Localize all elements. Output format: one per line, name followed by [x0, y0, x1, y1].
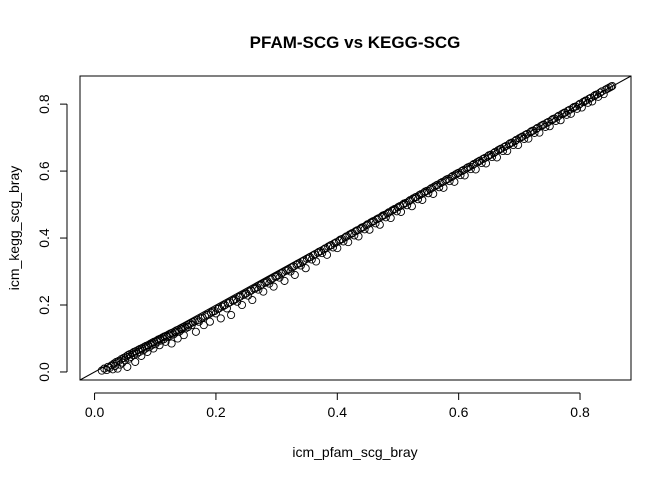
- scatter-point: [199, 321, 208, 330]
- scatter-point: [139, 346, 148, 355]
- scatter-point: [322, 250, 332, 259]
- scatter-point: [137, 351, 146, 360]
- scatter-point: [205, 317, 214, 326]
- scatter-point: [393, 203, 403, 212]
- chart-title: PFAM-SCG vs KEGG-SCG: [250, 33, 461, 52]
- scatter-point: [574, 100, 583, 109]
- scatter-point: [234, 293, 244, 302]
- scatter-point: [259, 287, 268, 296]
- scatter-point: [287, 263, 296, 272]
- scatter-point: [155, 341, 164, 350]
- scatter-point: [227, 310, 236, 320]
- scatter-point: [341, 233, 350, 242]
- scatter-point: [333, 244, 342, 253]
- scatter-point: [563, 106, 572, 115]
- scatter-point: [439, 183, 448, 192]
- scatter-point: [436, 179, 445, 188]
- scatter-point: [269, 282, 278, 291]
- scatter-point: [606, 82, 616, 91]
- scatter-point: [245, 287, 254, 296]
- x-axis-label: icm_pfam_scg_bray: [292, 444, 417, 460]
- scatter-point: [354, 232, 363, 241]
- scatter-point: [298, 257, 307, 266]
- scatter-point: [375, 220, 384, 229]
- scatter-point: [117, 355, 126, 364]
- scatter-point: [266, 275, 275, 284]
- scatter-point: [556, 116, 565, 125]
- scatter-point: [608, 81, 617, 91]
- scatter-point: [191, 327, 200, 336]
- x-tick-label: 0.0: [85, 404, 105, 420]
- scatter-point: [248, 295, 257, 305]
- scatter-point: [545, 122, 554, 131]
- scatter-point: [577, 103, 586, 112]
- y-tick-label: 0.6: [36, 161, 52, 181]
- y-tick-label: 0.4: [36, 228, 52, 248]
- scatter-point: [213, 304, 222, 314]
- scatter-point: [149, 344, 158, 353]
- scatter-point: [594, 92, 603, 101]
- scatter-point: [535, 128, 544, 137]
- scatter-point: [224, 299, 233, 308]
- scatter-point: [383, 209, 392, 218]
- scatter-point: [207, 308, 216, 317]
- scatter-point: [131, 357, 140, 366]
- scatter-point: [418, 195, 427, 204]
- scatter-point: [407, 202, 416, 211]
- scatter-point: [161, 337, 170, 346]
- scatter-point: [143, 347, 152, 356]
- y-axis: 0.0 0.2 0.4 0.6 0.8: [36, 94, 68, 382]
- scatter-point: [566, 109, 575, 118]
- y-tick-label: 0.0: [36, 362, 52, 382]
- x-tick-label: 0.4: [328, 404, 348, 420]
- scatter-point: [301, 264, 310, 273]
- scatter-point: [100, 364, 109, 373]
- scatter-point: [330, 239, 339, 248]
- scatter-point: [180, 322, 189, 331]
- scatter-point: [597, 87, 606, 96]
- scatter-point: [290, 270, 299, 279]
- y-axis-label: icm_kegg_scg_bray: [6, 166, 22, 291]
- x-axis: 0.0 0.2 0.4 0.6 0.8: [85, 392, 590, 420]
- scatter-point: [116, 360, 125, 369]
- scatter-point: [396, 207, 406, 216]
- y-tick-label: 0.2: [36, 295, 52, 315]
- scatter-point: [277, 269, 286, 278]
- scatter-point: [280, 276, 289, 285]
- scatter-point: [97, 366, 106, 375]
- scatter-point: [118, 358, 127, 367]
- points-layer: [97, 81, 617, 375]
- scatter-point: [237, 300, 247, 310]
- scatter-point: [113, 364, 122, 373]
- scatter-point: [489, 148, 498, 158]
- scatter-point: [188, 318, 197, 327]
- x-tick-label: 0.2: [206, 404, 226, 420]
- x-tick-label: 0.8: [570, 404, 590, 420]
- plot-frame: [79, 75, 632, 381]
- scatter-point: [312, 257, 321, 266]
- scatter-point: [216, 314, 225, 323]
- scatter-point: [167, 339, 176, 348]
- scatter-point: [457, 167, 466, 176]
- y-tick-label: 0.8: [36, 94, 52, 114]
- scatter-point: [447, 173, 456, 182]
- x-tick-label: 0.6: [449, 404, 469, 420]
- scatter-point: [468, 161, 477, 170]
- scatter-point: [123, 362, 132, 371]
